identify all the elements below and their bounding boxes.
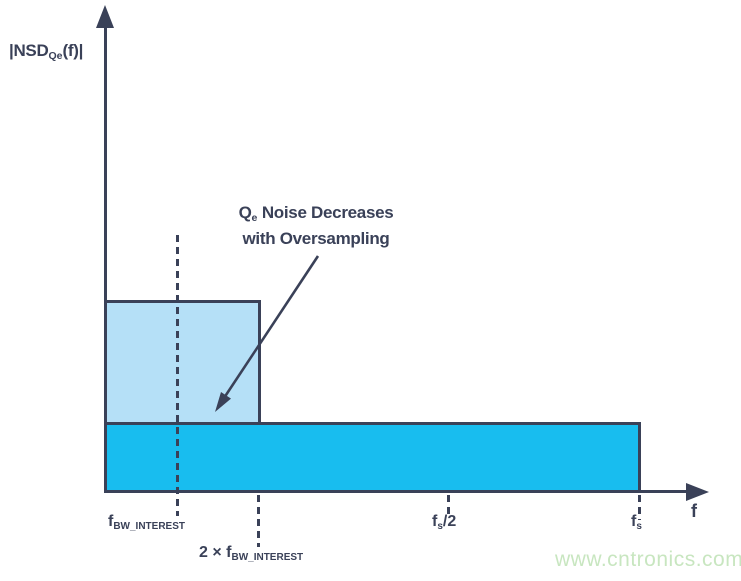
x-axis-line <box>104 490 688 493</box>
oversampled-noise-rect <box>104 422 641 493</box>
x-tick-label-fbw-interest: fBW_INTEREST <box>108 513 185 532</box>
y-axis-label-post: (f)| <box>62 41 84 60</box>
x-tick-label-fs: fs <box>631 513 642 532</box>
x-tick-label-2fbw-interest: 2 × fBW_INTEREST <box>199 544 304 563</box>
x-axis-arrowhead-icon <box>686 483 709 501</box>
annotation-line2: with Oversampling <box>242 229 390 248</box>
x-tick-label-fs-half: fs/2 <box>432 513 457 532</box>
annotation-line1: Qe Noise Decreases <box>238 203 394 224</box>
dashed-tick-fs-half <box>447 495 450 517</box>
dashed-tick-2fbw-interest <box>257 495 260 547</box>
y-axis-label-sub: Qe <box>48 49 63 62</box>
watermark-text: www.cntronics.com <box>555 548 741 571</box>
y-axis-line <box>104 22 107 493</box>
y-axis-arrowhead-icon <box>96 5 114 28</box>
y-axis-label-pre: |NSD <box>9 41 49 60</box>
dashed-tick-fs <box>638 495 641 520</box>
annotation-text: Qe Noise Decreases with Oversampling <box>221 201 411 250</box>
dashed-line-fbw-interest <box>176 235 179 516</box>
y-axis-label: |NSDQe(f)| <box>9 41 84 62</box>
nyquist-noise-rect <box>104 300 261 425</box>
x-axis-label: f <box>691 501 697 521</box>
